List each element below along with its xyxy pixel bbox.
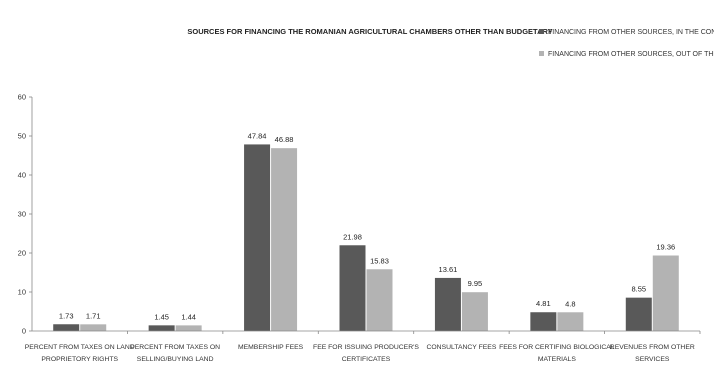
data-label: 4.8 [565, 299, 575, 308]
bar [652, 255, 679, 331]
x-category-label: PROPRIETORY RIGHTS [41, 356, 118, 363]
legend-label: FINANCING FROM OTHER SOURCES, OUT OF THE… [548, 51, 714, 58]
bar [461, 292, 488, 331]
x-axis: PERCENT FROM TAXES ON LAND PROPRIETORY RI… [25, 330, 701, 363]
data-label: 9.95 [468, 279, 483, 288]
x-category-label: PERCENT FROM TAXES ON LAND [25, 344, 135, 351]
y-tick-label: 60 [18, 93, 26, 102]
x-category-label: FEE FOR ISSUING PRODUCER'S [313, 344, 419, 351]
bars: 1.73 1.71 1.45 1.44 47.84 46.88 21.98 15.83 13.6… [53, 131, 679, 331]
bar [434, 277, 461, 331]
data-label: 8.55 [631, 285, 646, 294]
data-label: 1.45 [154, 312, 169, 321]
x-category-label: REVENUES FROM OTHER [610, 344, 695, 351]
data-label: 1.73 [59, 311, 74, 320]
bar [625, 297, 652, 331]
bar [557, 312, 584, 331]
data-label: 15.83 [370, 256, 389, 265]
bar [148, 325, 175, 331]
bar [175, 325, 202, 331]
x-category-label: SELLING/BUYING LAND [137, 356, 214, 363]
data-label: 21.98 [343, 232, 362, 241]
bar [244, 144, 271, 331]
data-label: 4.81 [536, 299, 551, 308]
y-tick-label: 30 [18, 210, 26, 219]
x-category-label: SERVICES [635, 356, 670, 363]
chart-title: SOURCES FOR FINANCING THE ROMANIAN AGRIC… [187, 27, 552, 36]
x-category-label: MEMBERSHIP FEES [238, 344, 304, 351]
x-category-label: CERTIFICATES [342, 356, 391, 363]
bar [80, 324, 107, 331]
data-label: 47.84 [248, 131, 267, 140]
data-label: 13.61 [439, 265, 458, 274]
x-category-label: CONSULTANCY FEES [426, 344, 496, 351]
data-label: 1.71 [86, 311, 101, 320]
bar [271, 148, 298, 331]
bar [339, 245, 366, 331]
legend: FINANCING FROM OTHER SOURCES, IN THE CON… [539, 29, 714, 58]
y-tick-label: 50 [18, 132, 26, 141]
data-label: 1.44 [181, 312, 196, 321]
x-category-label: MATERIALS [538, 356, 576, 363]
x-category-label: FEES FOR CERTIFING BIOLOGICAL [499, 344, 615, 351]
y-axis: 0 10 20 30 40 50 60 [18, 93, 33, 336]
data-label: 19.36 [656, 242, 675, 251]
bar [530, 312, 557, 331]
y-tick-label: 0 [22, 327, 26, 336]
x-category-label: PERCENT FROM TAXES ON [130, 344, 220, 351]
y-tick-label: 40 [18, 171, 26, 180]
legend-swatch [539, 51, 544, 56]
legend-label: FINANCING FROM OTHER SOURCES, IN THE CON… [548, 29, 714, 36]
y-tick-label: 10 [18, 288, 26, 297]
y-tick-label: 20 [18, 249, 26, 258]
legend-swatch [539, 29, 544, 34]
bar [53, 324, 80, 331]
data-label: 46.88 [275, 135, 294, 144]
bar [366, 269, 393, 331]
